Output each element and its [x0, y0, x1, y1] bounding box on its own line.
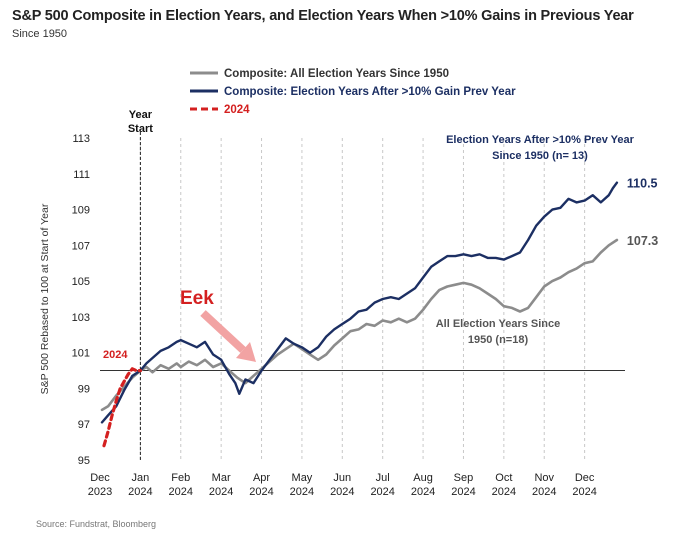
x-tick-year: 2024	[411, 486, 435, 498]
x-tick-year: 2024	[532, 486, 556, 498]
x-tick-month: Jun	[333, 472, 351, 484]
x-tick-year: 2024	[451, 486, 475, 498]
x-tick-month: Dec	[90, 472, 110, 484]
year-start-label-1: Year	[129, 109, 153, 121]
x-tick-year: 2024	[572, 486, 596, 498]
y-tick-label: 99	[78, 383, 90, 395]
eek-label: Eek	[180, 288, 214, 309]
year-start-label-2: Start	[128, 123, 153, 135]
x-tick-year: 2024	[169, 486, 193, 498]
legend: Composite: All Election Years Since 1950…	[190, 68, 516, 116]
x-tick-year: 2024	[290, 486, 314, 498]
y-tick-label: 113	[72, 133, 90, 145]
y-axis-label: S&P 500 Rebased to 100 at Start of Year	[39, 203, 51, 394]
y-tick-label: 105	[72, 276, 90, 288]
series-line-after_gain	[100, 181, 619, 424]
y2024-label: 2024	[103, 349, 128, 361]
eek-arrow-shaft	[200, 310, 246, 353]
source-note: Source: Fundstrat, Bloomberg	[36, 519, 157, 529]
y-tick-label: 97	[78, 419, 90, 431]
x-tick-year: 2024	[209, 486, 233, 498]
y-tick-label: 95	[78, 455, 90, 467]
chart-subtitle: Since 1950	[12, 28, 68, 40]
x-tick-year: 2023	[88, 486, 112, 498]
x-tick-month: Mar	[212, 472, 231, 484]
end-label-after_gain: 110.5	[627, 177, 658, 191]
x-tick-month: Apr	[253, 472, 270, 484]
legend-label-y2024: 2024	[224, 104, 250, 116]
composite-note-2: 1950 (n=18)	[468, 334, 529, 346]
legend-label-composite: Composite: All Election Years Since 1950	[224, 68, 449, 80]
annotations: Year Start 110.5 107.3 Election Years After …	[103, 109, 658, 362]
x-tick-month: Dec	[575, 472, 595, 484]
x-tick-month: Feb	[171, 472, 190, 484]
x-tick-year: 2024	[492, 486, 516, 498]
legend-label-after_gain: Composite: Election Years After >10% Gai…	[224, 86, 516, 98]
chart-title: S&P 500 Composite in Election Years, and…	[12, 8, 634, 24]
axes: 95 97 99 101 103 105 107 109 111 113 S&P 500 Rebas…	[39, 133, 597, 498]
y-tick-label: 101	[72, 348, 90, 360]
x-tick-month: Jan	[132, 472, 150, 484]
x-tick-year: 2024	[330, 486, 354, 498]
y-tick-label: 109	[72, 205, 90, 217]
end-label-composite: 107.3	[627, 234, 658, 248]
after-gain-note-1: Election Years After >10% Prev Year	[446, 134, 635, 146]
x-tick-year: 2024	[128, 486, 152, 498]
x-tick-year: 2024	[370, 486, 394, 498]
y-tick-label: 111	[73, 169, 90, 181]
x-tick-year: 2024	[249, 486, 273, 498]
vertical-gridlines	[100, 132, 625, 460]
x-tick-month: May	[292, 472, 313, 484]
composite-note-1: All Election Years Since	[436, 318, 561, 330]
x-tick-month: Nov	[534, 472, 554, 484]
y-tick-label: 103	[72, 312, 90, 324]
series-lines	[100, 181, 619, 448]
x-tick-month: Oct	[495, 472, 512, 484]
y-tick-label: 107	[72, 240, 90, 252]
x-tick-month: Sep	[454, 472, 474, 484]
x-tick-month: Jul	[376, 472, 390, 484]
x-tick-month: Aug	[413, 472, 433, 484]
after-gain-note-2: Since 1950 (n= 13)	[492, 150, 588, 162]
series-line-y2024	[102, 367, 142, 448]
eek-arrow-head	[236, 342, 256, 362]
series-line-composite	[100, 238, 619, 412]
